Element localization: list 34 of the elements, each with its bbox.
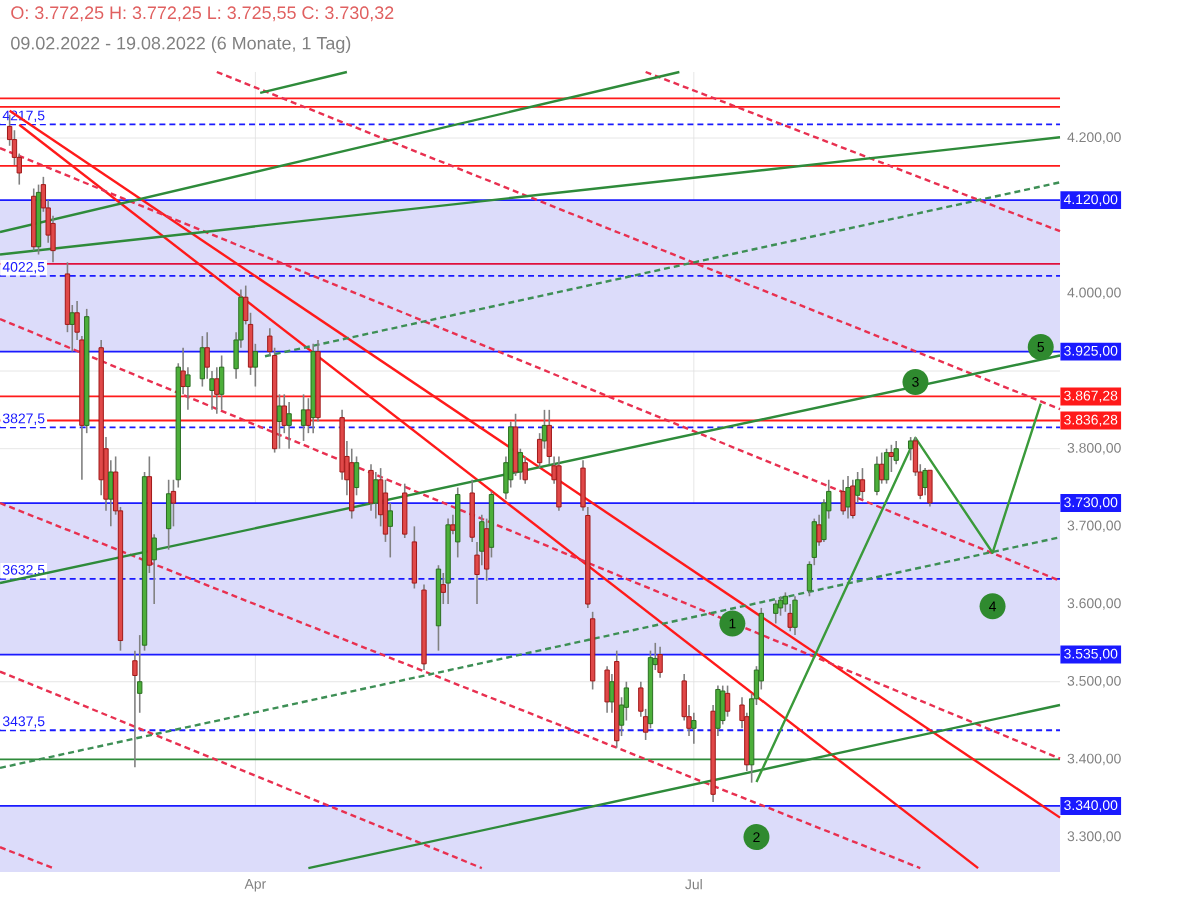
candlestick (368, 463, 374, 512)
candlestick (773, 599, 779, 625)
candlestick (893, 440, 899, 466)
candlestick (522, 455, 528, 485)
candlestick (556, 455, 562, 512)
candlestick (691, 711, 697, 745)
line-series (755, 402, 1042, 784)
candlestick (609, 673, 615, 714)
candlestick (883, 447, 890, 485)
candlestick (850, 478, 856, 520)
candlestick (411, 525, 418, 590)
candlestick (165, 478, 172, 551)
chart-subtitle: 09.02.2022 - 19.08.2022 (6 Monate, 1 Tag) (11, 36, 351, 54)
candlestick (792, 595, 798, 636)
candlestick (922, 467, 928, 497)
candlestick (874, 455, 880, 497)
candlestick (907, 436, 914, 462)
candlestick (455, 486, 461, 559)
candlestick (845, 475, 851, 520)
candlestick (402, 482, 408, 539)
candlestick (286, 401, 292, 450)
candlestick (927, 469, 933, 508)
chart-title: O: 3.772,25 H: 3.772,25 L: 3.725,55 C: 3.730,32 (11, 6, 394, 22)
candlestick (469, 478, 475, 543)
candlestick (604, 665, 610, 714)
candlestick (373, 471, 379, 520)
candlestick (777, 595, 784, 617)
candlestick (657, 645, 663, 679)
candlestick (218, 354, 225, 411)
candlestick (300, 393, 307, 442)
candlestick (859, 467, 866, 500)
candlestick (724, 684, 731, 718)
candlestick (840, 478, 846, 516)
candlestick (252, 343, 259, 388)
